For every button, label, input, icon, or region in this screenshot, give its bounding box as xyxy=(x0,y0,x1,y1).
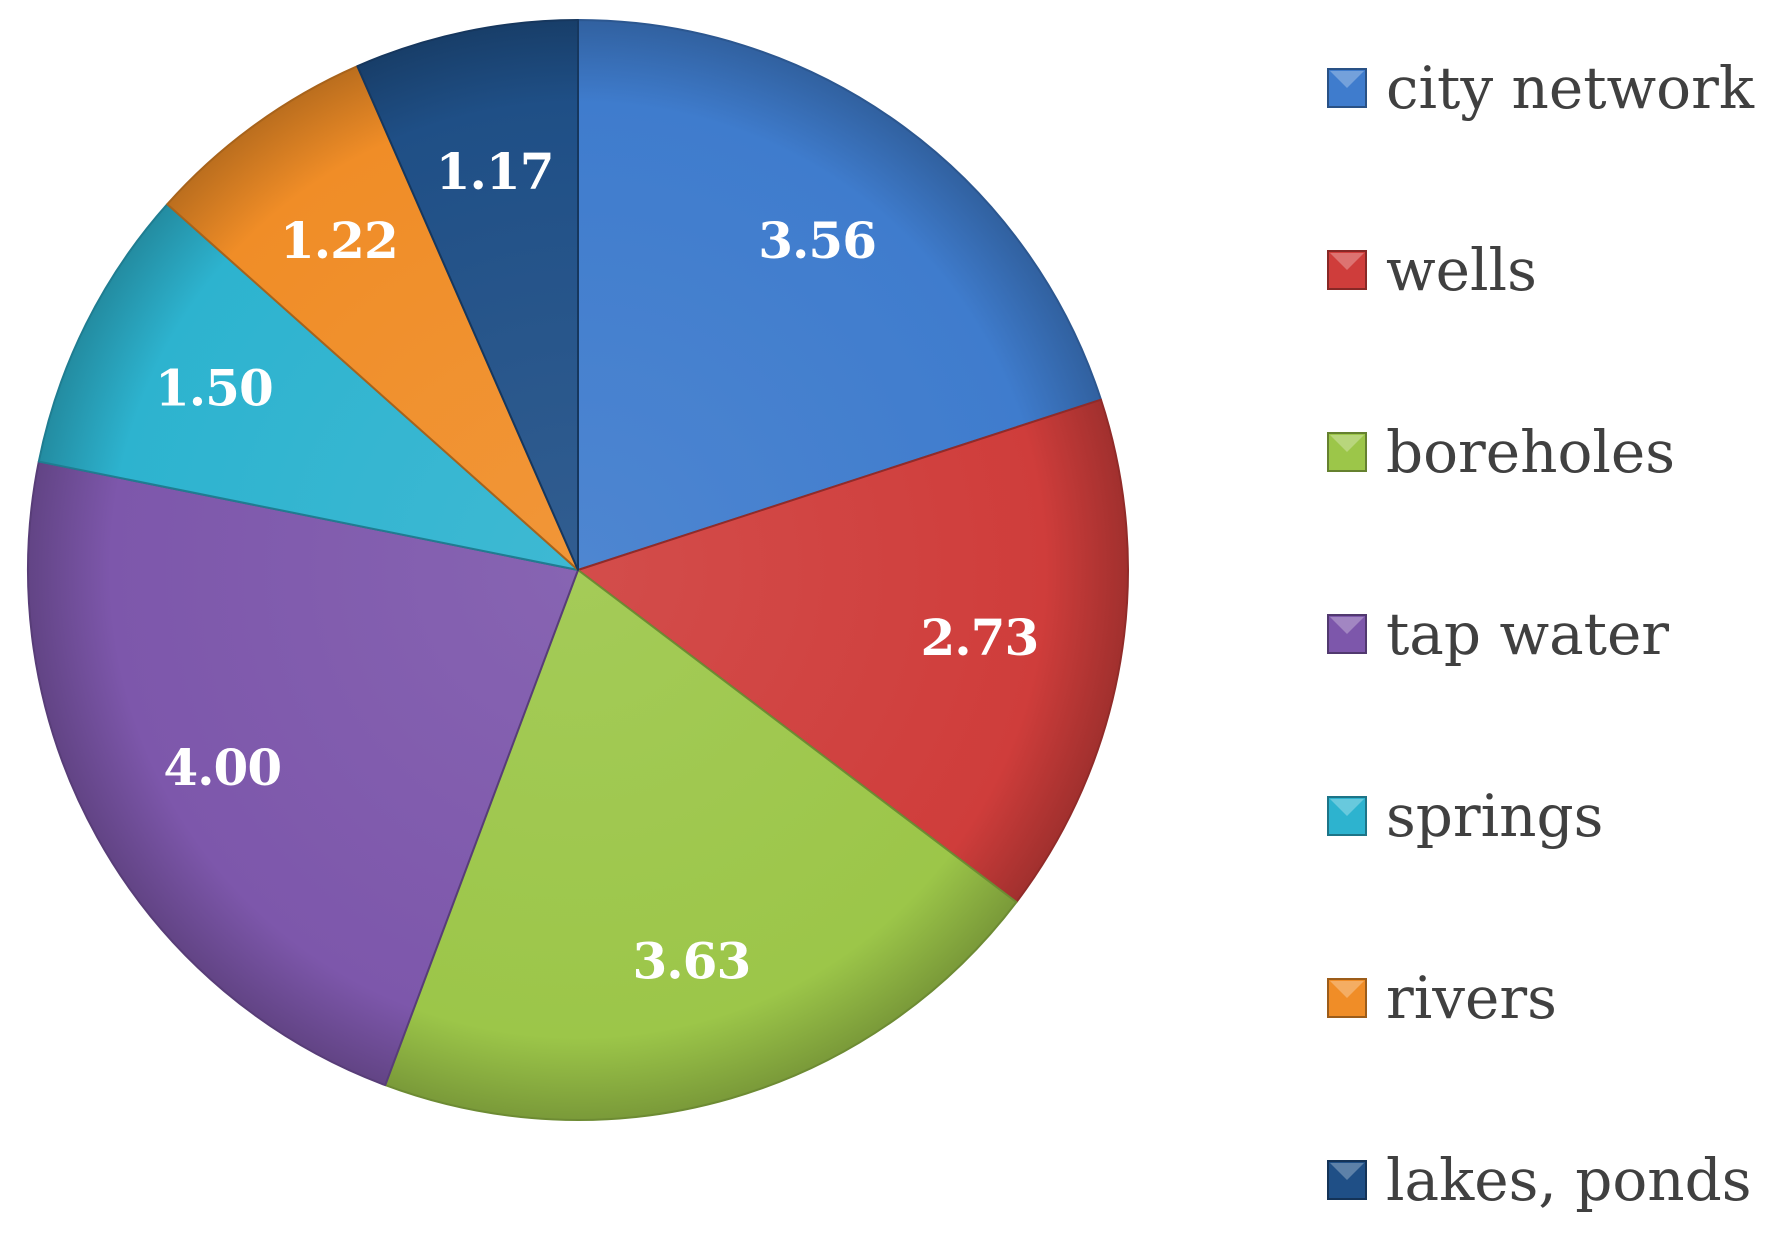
legend-item-city-network: city network xyxy=(1327,54,1755,122)
legend-swatch-highlight-tap-water xyxy=(1330,617,1364,634)
data-label-springs: 1.50 xyxy=(155,359,273,418)
legend: city network wells boreholes tap water sprin… xyxy=(1327,54,1755,1214)
pie-slices xyxy=(27,19,1129,1121)
data-label-boreholes: 3.63 xyxy=(632,931,750,990)
legend-label-boreholes: boreholes xyxy=(1386,418,1675,486)
pie-slice-lakes-ponds xyxy=(356,19,579,571)
legend-swatch-highlight-wells xyxy=(1330,253,1364,270)
legend-swatch-highlight-lakes-ponds xyxy=(1330,1163,1364,1180)
legend-swatch-highlight-springs xyxy=(1330,799,1364,816)
legend-label-city-network: city network xyxy=(1386,54,1755,122)
data-label-wells: 2.73 xyxy=(920,608,1038,667)
pie-slice-boreholes xyxy=(384,569,1018,1121)
data-label-tap-water: 4.00 xyxy=(163,738,281,797)
pie-slice-rivers xyxy=(166,65,579,571)
pie-slice-wells xyxy=(577,398,1129,904)
pie-slice-city-network xyxy=(577,19,1102,571)
legend-swatch-highlight-rivers xyxy=(1330,981,1364,998)
legend-item-lakes-ponds: lakes, ponds xyxy=(1327,1146,1752,1214)
legend-label-wells: wells xyxy=(1386,236,1537,304)
data-label-city-network: 3.56 xyxy=(758,211,876,270)
pie-slice-springs xyxy=(37,203,579,571)
legend-swatch-highlight-city-network xyxy=(1330,71,1364,88)
pie-data-labels: 3.56 2.73 3.63 4.00 1.50 1.22 1.17 xyxy=(155,142,1039,990)
legend-item-wells: wells xyxy=(1327,236,1537,304)
legend-label-rivers: rivers xyxy=(1386,964,1557,1032)
legend-item-springs: springs xyxy=(1327,782,1603,850)
legend-swatch-highlight-boreholes xyxy=(1330,435,1364,452)
data-label-rivers: 1.22 xyxy=(280,211,398,270)
data-label-lakes-ponds: 1.17 xyxy=(436,142,554,201)
legend-item-rivers: rivers xyxy=(1327,964,1557,1032)
pie-slice-tap-water xyxy=(27,460,579,1087)
legend-label-lakes-ponds: lakes, ponds xyxy=(1386,1146,1752,1214)
legend-label-springs: springs xyxy=(1386,782,1603,850)
legend-item-tap-water: tap water xyxy=(1327,600,1669,668)
legend-item-boreholes: boreholes xyxy=(1327,418,1675,486)
legend-label-tap-water: tap water xyxy=(1386,600,1669,668)
